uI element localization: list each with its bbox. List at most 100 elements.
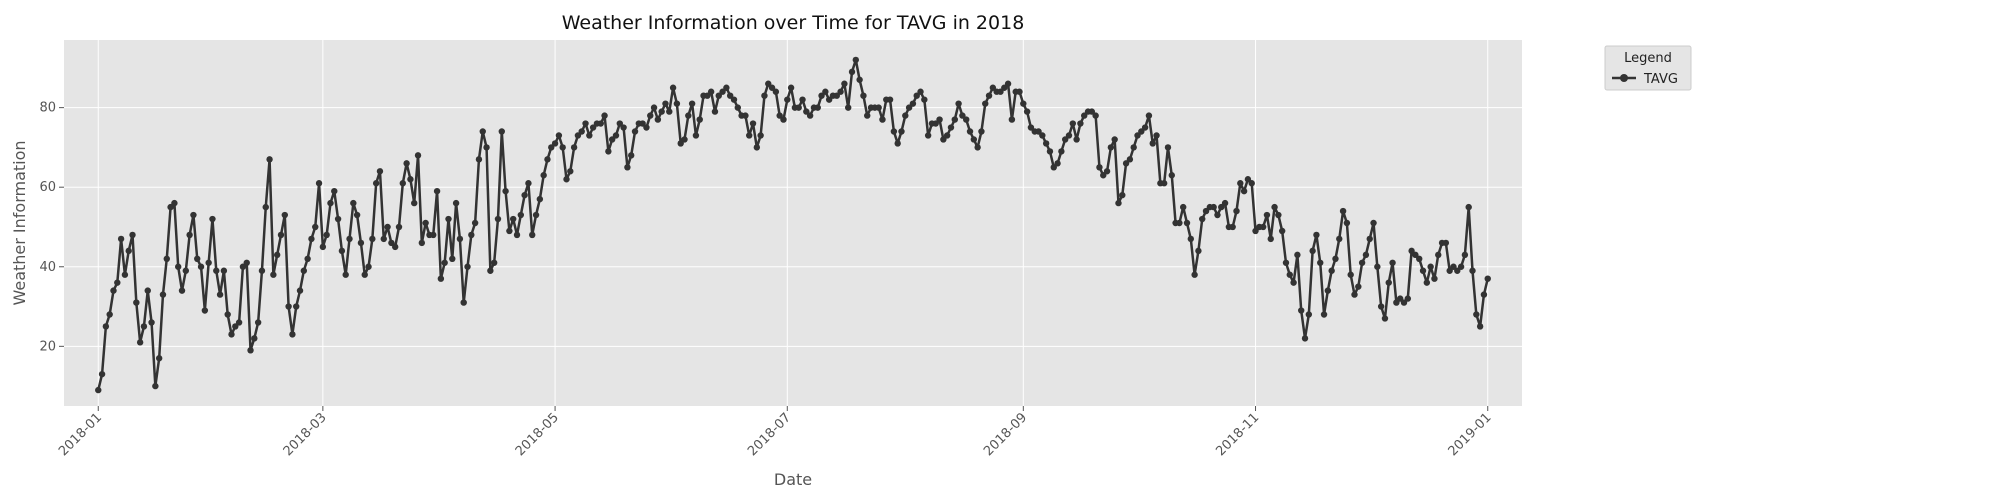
data-point — [532, 211, 540, 219]
data-point — [1240, 187, 1248, 195]
data-point — [1130, 144, 1137, 151]
data-point — [175, 263, 182, 270]
data-point — [1141, 124, 1149, 131]
data-point — [886, 96, 894, 103]
data-point — [1027, 124, 1035, 131]
data-point — [616, 120, 623, 127]
data-point — [1001, 84, 1008, 91]
data-point — [1282, 259, 1290, 266]
data-point — [411, 199, 418, 207]
data-point — [323, 231, 330, 239]
data-point — [1278, 227, 1286, 235]
data-point — [98, 370, 106, 378]
data-point — [658, 108, 665, 115]
data-point — [460, 299, 467, 306]
data-point — [586, 132, 593, 139]
data-point — [1065, 132, 1073, 139]
data-point — [909, 100, 917, 107]
data-point — [905, 104, 913, 111]
data-point — [1244, 176, 1252, 183]
data-point — [1237, 180, 1244, 187]
data-point — [1039, 132, 1046, 139]
data-point — [266, 156, 273, 163]
data-point — [273, 251, 281, 259]
data-point — [121, 271, 129, 278]
data-point — [654, 116, 662, 123]
data-point — [1476, 323, 1484, 330]
data-point — [182, 267, 190, 274]
data-point — [757, 132, 764, 139]
data-point — [155, 355, 163, 362]
data-point — [1431, 275, 1438, 282]
data-point — [471, 219, 479, 227]
data-point — [1069, 120, 1077, 127]
data-point — [494, 215, 502, 223]
data-point — [902, 112, 909, 119]
data-point — [1450, 263, 1457, 270]
data-point — [1004, 80, 1012, 87]
data-point — [1320, 311, 1328, 318]
data-point — [247, 347, 254, 354]
x-tick-label: 2018-07 — [745, 410, 794, 459]
x-tick-label: 2018-03 — [281, 410, 330, 459]
data-point — [898, 128, 905, 135]
data-point — [544, 156, 551, 163]
data-point — [1385, 279, 1392, 286]
data-point — [281, 211, 288, 219]
data-point — [1400, 299, 1408, 306]
data-point — [464, 263, 471, 270]
data-point — [940, 136, 947, 143]
data-point — [178, 287, 186, 294]
data-point — [1484, 275, 1491, 282]
data-point — [327, 199, 334, 207]
data-point — [239, 263, 247, 270]
data-point — [369, 235, 376, 243]
data-point — [361, 271, 368, 278]
data-point — [140, 323, 148, 330]
data-point — [163, 255, 170, 262]
data-point — [639, 120, 646, 127]
data-point — [1275, 211, 1282, 219]
data-point — [235, 319, 243, 326]
data-point — [1153, 132, 1160, 139]
data-point — [707, 88, 715, 95]
data-point — [1138, 128, 1145, 135]
data-point — [1290, 279, 1297, 286]
data-point — [1210, 203, 1217, 211]
data-point — [1252, 227, 1259, 235]
data-point — [963, 116, 970, 123]
data-point — [765, 80, 772, 87]
data-point — [605, 148, 612, 155]
data-point — [114, 279, 121, 286]
data-point — [955, 100, 962, 107]
data-point — [749, 120, 757, 127]
data-point — [289, 331, 296, 338]
y-tick-label: 80 — [39, 101, 56, 116]
data-point — [1366, 235, 1373, 243]
data-point — [1404, 295, 1412, 302]
data-point — [921, 96, 928, 103]
data-point — [1332, 255, 1339, 262]
data-point — [254, 319, 262, 326]
data-point — [1195, 247, 1202, 255]
data-point — [1145, 112, 1153, 119]
data-point — [270, 271, 277, 278]
data-point — [1286, 271, 1293, 278]
data-point — [403, 160, 410, 167]
data-point — [1317, 259, 1324, 266]
data-point — [319, 243, 327, 251]
data-point — [1100, 172, 1107, 179]
data-point — [342, 271, 349, 278]
data-point — [540, 172, 547, 179]
data-point — [312, 223, 319, 231]
data-point — [570, 144, 578, 151]
data-point — [1263, 211, 1271, 219]
data-point — [574, 132, 582, 139]
data-point — [1427, 263, 1434, 270]
data-point — [924, 132, 932, 139]
data-point — [1183, 219, 1191, 227]
data-point — [490, 259, 498, 266]
data-point — [456, 235, 464, 243]
data-point — [852, 56, 860, 64]
data-point — [1294, 251, 1301, 259]
